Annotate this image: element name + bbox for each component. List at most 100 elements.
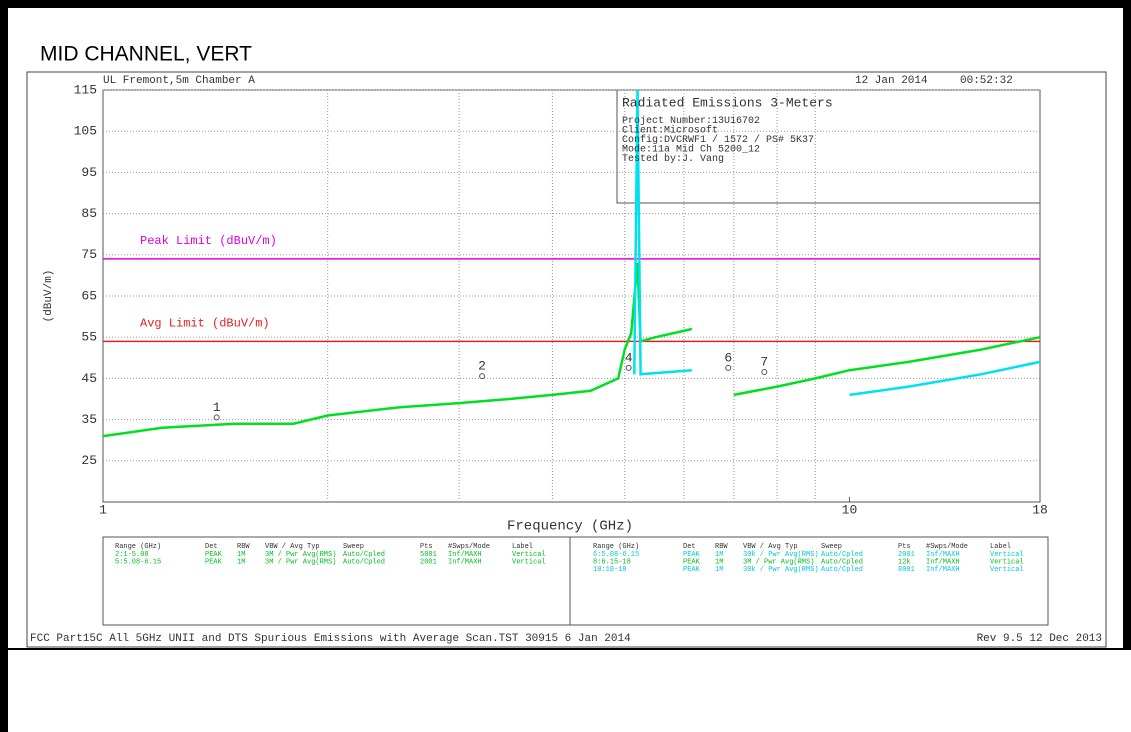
y-tick-label: 45 bbox=[81, 371, 97, 386]
table-cell: Auto/Cpled bbox=[821, 558, 863, 566]
table-cell: Inf/MAXH bbox=[448, 558, 482, 566]
info-line: Mode:11a Mid Ch 5200_12 bbox=[622, 144, 760, 156]
limit-label: Avg Limit (dBuV/m) bbox=[140, 316, 270, 330]
table-cell: Vertical bbox=[512, 551, 546, 559]
y-tick-label: 25 bbox=[81, 453, 97, 468]
table-cell: 1M bbox=[237, 551, 245, 559]
table-box bbox=[102, 536, 1049, 626]
table-cell: 5:5.08-6.15 bbox=[115, 558, 161, 566]
x-tick-label: 10 bbox=[842, 502, 858, 517]
table-cell: PEAK bbox=[205, 558, 223, 566]
frame-top bbox=[0, 0, 1131, 8]
table-cell: 12k bbox=[898, 558, 911, 566]
table-cell: Vertical bbox=[512, 558, 546, 566]
y-tick-label: 65 bbox=[81, 288, 97, 303]
info-line: Tested by:J. Vang bbox=[622, 153, 724, 165]
y-tick-label: 75 bbox=[81, 247, 97, 262]
marker bbox=[625, 364, 632, 371]
marker bbox=[725, 364, 732, 371]
table-header: Label bbox=[512, 543, 533, 551]
table-cell: 30k / Pwr Avg(RMS) bbox=[743, 551, 819, 559]
table-header: Range (GHz) bbox=[115, 543, 161, 551]
table-header: Sweep bbox=[343, 543, 364, 551]
table-cell: PEAK bbox=[205, 551, 223, 559]
y-tick-label: 95 bbox=[81, 165, 97, 180]
table-header: Det bbox=[683, 543, 696, 551]
marker bbox=[213, 414, 220, 421]
info-title: Radiated Emissions 3-Meters bbox=[622, 95, 833, 110]
table-cell: Vertical bbox=[990, 551, 1024, 559]
trace bbox=[102, 262, 1041, 438]
table-header: VBW / Avg Typ bbox=[265, 543, 320, 551]
table-header: Label bbox=[990, 543, 1011, 551]
footer-right: Rev 9.5 12 Dec 2013 bbox=[977, 633, 1102, 645]
table-cell: 2001 bbox=[898, 551, 915, 559]
info-line: Config:DVCRWF1 / 1572 / PS# 5K37 bbox=[622, 134, 814, 146]
table-cell: Vertical bbox=[990, 558, 1024, 566]
table-cell: PEAK bbox=[683, 558, 701, 566]
table-header: RBW bbox=[715, 543, 728, 551]
marker bbox=[479, 373, 486, 380]
table-header: Range (GHz) bbox=[593, 543, 639, 551]
y-tick-label: 85 bbox=[81, 206, 97, 221]
frame-left bbox=[0, 0, 8, 732]
table-cell: 5001 bbox=[420, 551, 437, 559]
table-header: RBW bbox=[237, 543, 250, 551]
table-cell: Inf/MAXH bbox=[926, 566, 960, 574]
header-date: 12 Jan 2014 bbox=[855, 75, 928, 87]
table-cell: 8001 bbox=[898, 566, 915, 574]
frame-bottom bbox=[8, 648, 1131, 650]
info-line: Client:Microsoft bbox=[622, 125, 718, 137]
info-line: Project Number:13U16702 bbox=[622, 115, 760, 127]
marker-label: 2 bbox=[478, 359, 486, 374]
marker-label: 7 bbox=[760, 354, 768, 369]
table-header: Pts bbox=[898, 543, 911, 551]
y-tick-label: 55 bbox=[81, 330, 97, 345]
table-cell: 2:1-5.08 bbox=[115, 551, 149, 559]
table-cell: 3M / Pwr Avg(RMS) bbox=[743, 558, 814, 566]
table-header: Pts bbox=[420, 543, 433, 551]
y-axis-label: (dBuV/m) bbox=[43, 270, 55, 323]
table-cell: Auto/Cpled bbox=[343, 558, 385, 566]
table-cell: 1M bbox=[715, 558, 723, 566]
table-header: VBW / Avg Typ bbox=[743, 543, 798, 551]
table-cell: 1M bbox=[237, 558, 245, 566]
x-tick-label: 1 bbox=[99, 502, 107, 517]
table-cell: 30k / Pwr Avg(RMS) bbox=[743, 566, 819, 574]
x-tick-label: 18 bbox=[1032, 502, 1048, 517]
table-cell: 1M bbox=[715, 566, 723, 574]
chart-title: MID CHANNEL, VERT bbox=[40, 43, 252, 66]
table-cell: 6:5.08-6.15 bbox=[593, 551, 639, 559]
y-tick-label: 115 bbox=[74, 82, 97, 97]
table-cell: Auto/Cpled bbox=[821, 566, 863, 574]
marker-label: 4 bbox=[625, 350, 633, 365]
table-header: #Swps/Mode bbox=[448, 543, 490, 551]
table-cell: 8:6.15-18 bbox=[593, 558, 631, 566]
table-cell: 3M / Pwr Avg(RMS) bbox=[265, 558, 336, 566]
y-tick-label: 35 bbox=[81, 412, 97, 427]
header-time: 00:52:32 bbox=[960, 75, 1013, 87]
table-header: Sweep bbox=[821, 543, 842, 551]
table-cell: Auto/Cpled bbox=[821, 551, 863, 559]
marker bbox=[761, 369, 768, 376]
table-cell: 10:10-18 bbox=[593, 566, 627, 574]
marker-label: 1 bbox=[213, 400, 221, 415]
table-cell: PEAK bbox=[683, 566, 701, 574]
y-tick-label: 105 bbox=[74, 124, 97, 139]
plot-frame bbox=[26, 71, 1107, 648]
info-box bbox=[616, 89, 1041, 204]
table-header: Det bbox=[205, 543, 218, 551]
header-left: UL Fremont,5m Chamber A bbox=[103, 75, 255, 87]
x-axis-label: Frequency (GHz) bbox=[507, 519, 633, 535]
table-cell: PEAK bbox=[683, 551, 701, 559]
frame-right bbox=[1123, 0, 1131, 650]
table-header: #Swps/Mode bbox=[926, 543, 968, 551]
trace bbox=[633, 89, 1041, 397]
marker-label: 6 bbox=[724, 350, 732, 365]
table-cell: Auto/Cpled bbox=[343, 551, 385, 559]
table-cell: Vertical bbox=[990, 566, 1024, 574]
table-cell: 2001 bbox=[420, 558, 437, 566]
footer-left: FCC Part15C All 5GHz UNII and DTS Spurio… bbox=[30, 633, 631, 645]
